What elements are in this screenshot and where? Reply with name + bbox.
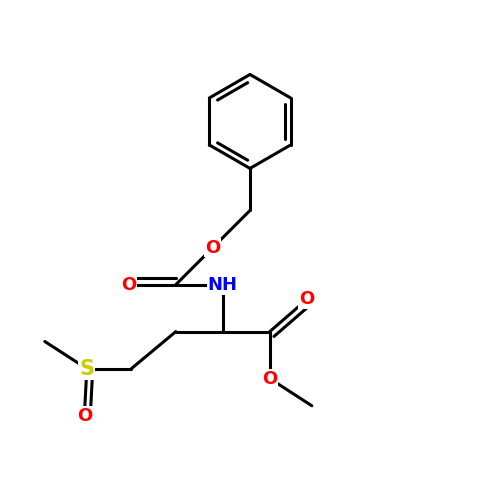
Text: O: O bbox=[121, 276, 136, 293]
Text: NH: NH bbox=[208, 276, 238, 293]
Text: O: O bbox=[76, 406, 92, 424]
Text: O: O bbox=[206, 238, 220, 256]
Text: O: O bbox=[262, 370, 278, 388]
Text: O: O bbox=[299, 290, 314, 308]
Text: S: S bbox=[80, 358, 94, 378]
